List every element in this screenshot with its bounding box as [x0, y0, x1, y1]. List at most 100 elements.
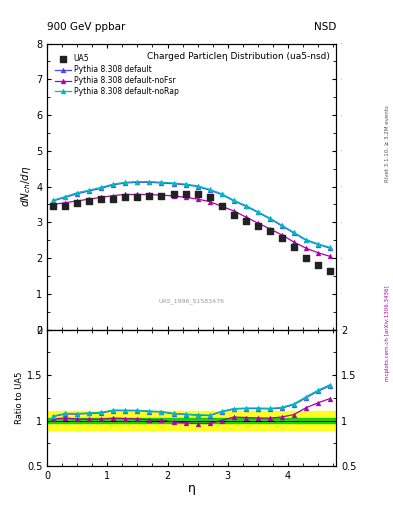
Text: Rivet 3.1.10, ≥ 3.2M events: Rivet 3.1.10, ≥ 3.2M events	[385, 105, 389, 182]
Pythia 8.308 default	[195, 183, 200, 189]
Pythia 8.308 default-noRap	[135, 179, 140, 185]
Pythia 8.308 default-noFsr	[243, 214, 248, 220]
Pythia 8.308 default-noRap	[328, 244, 332, 250]
Pythia 8.308 default	[51, 198, 55, 204]
UA5	[291, 243, 297, 251]
Pythia 8.308 default-noRap	[255, 208, 260, 215]
Pythia 8.308 default	[219, 191, 224, 198]
Pythia 8.308 default	[111, 182, 116, 188]
Pythia 8.308 default	[303, 237, 308, 243]
Pythia 8.308 default-noRap	[292, 229, 296, 236]
Pythia 8.308 default-noFsr	[303, 245, 308, 251]
Pythia 8.308 default	[135, 179, 140, 185]
UA5	[98, 195, 105, 203]
UA5	[86, 197, 92, 205]
Pythia 8.308 default-noRap	[171, 180, 176, 186]
Pythia 8.308 default-noRap	[268, 215, 272, 221]
Pythia 8.308 default-noFsr	[123, 191, 128, 198]
Pythia 8.308 default-noRap	[303, 237, 308, 243]
Pythia 8.308 default-noFsr	[183, 194, 188, 200]
Y-axis label: $dN_{ch}/d\eta$: $dN_{ch}/d\eta$	[19, 166, 33, 207]
Pythia 8.308 default	[171, 181, 176, 187]
Pythia 8.308 default	[243, 203, 248, 209]
Pythia 8.308 default-noFsr	[75, 198, 80, 204]
Pythia 8.308 default-noFsr	[231, 208, 236, 214]
Pythia 8.308 default-noFsr	[207, 199, 212, 205]
Pythia 8.308 default	[328, 245, 332, 251]
Pythia 8.308 default-noRap	[87, 187, 92, 193]
Pythia 8.308 default-noRap	[243, 202, 248, 208]
Text: NSD: NSD	[314, 22, 336, 32]
Pythia 8.308 default-noRap	[316, 241, 320, 247]
Pythia 8.308 default-noFsr	[255, 220, 260, 226]
Line: Pythia 8.308 default: Pythia 8.308 default	[51, 180, 332, 250]
Pythia 8.308 default	[279, 223, 284, 229]
Pythia 8.308 default-noRap	[99, 184, 104, 190]
Pythia 8.308 default	[123, 180, 128, 186]
Pythia 8.308 default	[147, 179, 152, 185]
Pythia 8.308 default-noFsr	[316, 250, 320, 256]
Pythia 8.308 default-noFsr	[159, 192, 164, 198]
UA5	[267, 227, 273, 236]
Pythia 8.308 default-noFsr	[328, 253, 332, 260]
Pythia 8.308 default	[255, 209, 260, 216]
Pythia 8.308 default-noRap	[75, 189, 80, 196]
Pythia 8.308 default-noRap	[63, 194, 68, 200]
Pythia 8.308 default-noRap	[219, 190, 224, 197]
UA5	[231, 211, 237, 219]
Line: Pythia 8.308 default-noRap: Pythia 8.308 default-noRap	[51, 179, 332, 250]
Text: Charged Particleη Distribution (ua5-nsd): Charged Particleη Distribution (ua5-nsd)	[147, 52, 330, 61]
Pythia 8.308 default-noFsr	[219, 203, 224, 209]
Pythia 8.308 default	[87, 188, 92, 194]
UA5	[50, 202, 56, 210]
UA5	[182, 189, 189, 198]
Pythia 8.308 default	[63, 194, 68, 200]
UA5	[206, 193, 213, 201]
UA5	[134, 193, 141, 201]
Pythia 8.308 default	[292, 230, 296, 236]
UA5	[327, 267, 333, 275]
UA5	[255, 222, 261, 230]
Pythia 8.308 default-noRap	[231, 197, 236, 203]
UA5	[62, 202, 68, 210]
Legend: UA5, Pythia 8.308 default, Pythia 8.308 default-noFsr, Pythia 8.308 default-noRa: UA5, Pythia 8.308 default, Pythia 8.308 …	[53, 52, 181, 98]
Pythia 8.308 default-noRap	[159, 179, 164, 185]
Pythia 8.308 default-noRap	[51, 197, 55, 203]
Pythia 8.308 default-noRap	[207, 186, 212, 193]
Text: UA5_1996_S1583476: UA5_1996_S1583476	[159, 298, 224, 304]
UA5	[171, 189, 177, 198]
Pythia 8.308 default-noRap	[123, 179, 128, 185]
Pythia 8.308 default-noFsr	[171, 193, 176, 199]
UA5	[195, 190, 201, 199]
Y-axis label: Ratio to UA5: Ratio to UA5	[15, 372, 24, 424]
Pythia 8.308 default-noFsr	[268, 226, 272, 232]
Pythia 8.308 default	[75, 190, 80, 197]
Pythia 8.308 default-noRap	[111, 181, 116, 187]
Pythia 8.308 default-noFsr	[63, 200, 68, 206]
Pythia 8.308 default-noFsr	[111, 193, 116, 199]
UA5	[315, 261, 321, 269]
Text: 900 GeV ppbar: 900 GeV ppbar	[47, 22, 125, 32]
Pythia 8.308 default-noFsr	[195, 196, 200, 202]
Pythia 8.308 default-noRap	[183, 181, 188, 187]
Pythia 8.308 default-noFsr	[99, 194, 104, 200]
Pythia 8.308 default-noFsr	[292, 239, 296, 245]
UA5	[303, 254, 309, 262]
Pythia 8.308 default-noRap	[195, 183, 200, 189]
Text: mcplots.cern.ch [arXiv:1306.3436]: mcplots.cern.ch [arXiv:1306.3436]	[385, 285, 389, 380]
UA5	[219, 202, 225, 210]
Pythia 8.308 default-noFsr	[51, 201, 55, 207]
UA5	[146, 191, 152, 200]
UA5	[110, 195, 116, 203]
UA5	[279, 234, 285, 243]
Pythia 8.308 default	[99, 185, 104, 191]
Pythia 8.308 default-noRap	[279, 222, 284, 228]
Pythia 8.308 default-noFsr	[147, 191, 152, 198]
UA5	[74, 199, 81, 207]
UA5	[122, 193, 129, 201]
Pythia 8.308 default	[159, 180, 164, 186]
Pythia 8.308 default-noFsr	[279, 232, 284, 238]
UA5	[242, 217, 249, 225]
Pythia 8.308 default-noFsr	[135, 191, 140, 198]
Pythia 8.308 default	[268, 216, 272, 222]
